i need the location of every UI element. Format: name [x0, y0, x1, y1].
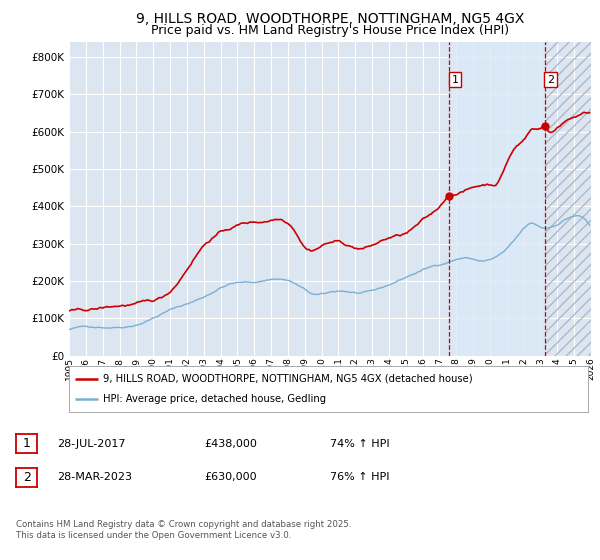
Text: £630,000: £630,000 [204, 472, 257, 482]
Text: 74% ↑ HPI: 74% ↑ HPI [330, 438, 389, 449]
Text: HPI: Average price, detached house, Gedling: HPI: Average price, detached house, Gedl… [103, 394, 326, 404]
Text: 76% ↑ HPI: 76% ↑ HPI [330, 472, 389, 482]
Text: 28-JUL-2017: 28-JUL-2017 [57, 438, 125, 449]
Text: Contains HM Land Registry data © Crown copyright and database right 2025.
This d: Contains HM Land Registry data © Crown c… [16, 520, 352, 540]
Text: 28-MAR-2023: 28-MAR-2023 [57, 472, 132, 482]
Text: 9, HILLS ROAD, WOODTHORPE, NOTTINGHAM, NG5 4GX: 9, HILLS ROAD, WOODTHORPE, NOTTINGHAM, N… [136, 12, 524, 26]
Text: Price paid vs. HM Land Registry's House Price Index (HPI): Price paid vs. HM Land Registry's House … [151, 24, 509, 36]
Bar [449, 42, 545, 356]
Text: 9, HILLS ROAD, WOODTHORPE, NOTTINGHAM, NG5 4GX (detached house): 9, HILLS ROAD, WOODTHORPE, NOTTINGHAM, N… [103, 374, 472, 384]
Bar [545, 42, 591, 356]
Text: 2: 2 [23, 470, 31, 484]
Text: 1: 1 [23, 437, 31, 450]
Text: 2: 2 [547, 74, 554, 85]
Text: 1: 1 [452, 74, 458, 85]
Text: £438,000: £438,000 [204, 438, 257, 449]
